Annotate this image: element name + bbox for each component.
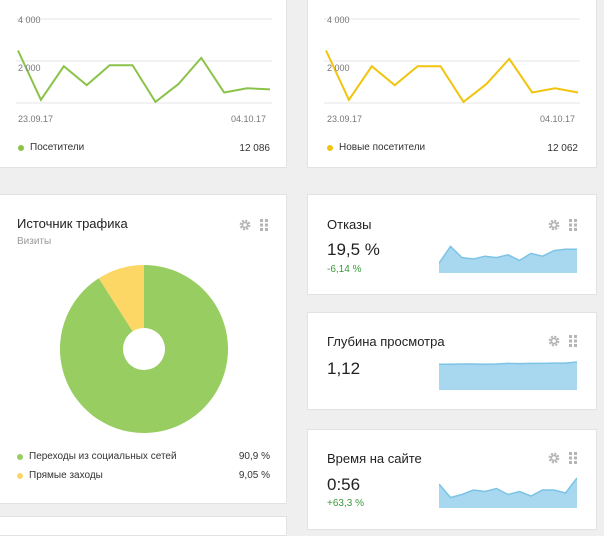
time-delta: +63,3 % — [327, 498, 364, 509]
traffic-source-pie — [59, 264, 229, 434]
legend-visitors[interactable]: Посетители — [18, 142, 84, 153]
drag-handle-icon[interactable] — [566, 451, 580, 465]
new-visitors-chart — [324, 13, 580, 109]
sparkline-area — [439, 478, 577, 508]
time-sparkline — [439, 476, 577, 508]
legend-value: 12 086 — [200, 143, 270, 154]
drag-handle-icon[interactable] — [257, 218, 271, 232]
x-end-label: 04.10.17 — [231, 114, 266, 124]
gear-icon[interactable] — [547, 334, 561, 348]
x-end-label: 04.10.17 — [540, 114, 575, 124]
x-start-label: 23.09.17 — [327, 114, 362, 124]
new-visitors-card: 4 000 2 000 23.09.17 04.10.17 Новые посе… — [307, 0, 597, 168]
legend-dot — [17, 454, 23, 460]
bounce-title: Отказы — [327, 217, 371, 232]
legend-label: Новые посетители — [339, 142, 425, 153]
series-line — [18, 51, 270, 102]
legend-label: Переходы из социальных сетей — [29, 451, 177, 462]
legend-new-visitors[interactable]: Новые посетители — [327, 142, 425, 153]
bounce-value: 19,5 % — [327, 240, 380, 260]
legend-dot — [327, 145, 333, 151]
depth-value: 1,12 — [327, 359, 360, 379]
y-tick-4000: 4 000 — [18, 15, 41, 25]
bounce-delta: -6,14 % — [327, 264, 361, 275]
depth-title: Глубина просмотра — [327, 334, 445, 349]
gear-icon[interactable] — [547, 451, 561, 465]
gear-icon[interactable] — [238, 218, 252, 232]
legend-value: 9,05 % — [200, 470, 270, 481]
time-value: 0:56 — [327, 475, 360, 495]
visitors-chart — [16, 13, 272, 109]
y-tick-4000: 4 000 — [327, 15, 350, 25]
depth-sparkline — [439, 360, 577, 390]
y-tick-2000: 2 000 — [327, 63, 350, 73]
traffic-source-subtitle: Визиты — [17, 236, 51, 247]
legend-dot — [18, 145, 24, 151]
next-card-partial — [0, 516, 287, 536]
traffic-source-card: Источник трафика Визиты Переходы из соци… — [0, 194, 287, 504]
time-title: Время на сайте — [327, 451, 422, 466]
gear-icon[interactable] — [547, 218, 561, 232]
legend-direct[interactable]: Прямые заходы — [17, 470, 103, 481]
depth-card: Глубина просмотра 1,12 — [307, 312, 597, 410]
bounce-card: Отказы 19,5 % -6,14 % — [307, 194, 597, 295]
legend-label: Посетители — [30, 142, 84, 153]
drag-handle-icon[interactable] — [566, 218, 580, 232]
traffic-source-title: Источник трафика — [17, 216, 128, 231]
x-start-label: 23.09.17 — [18, 114, 53, 124]
legend-dot — [17, 473, 23, 479]
visitors-card: 4 000 2 000 23.09.17 04.10.17 Посетители… — [0, 0, 287, 168]
series-line — [326, 51, 578, 102]
bounce-sparkline — [439, 243, 577, 273]
legend-value: 90,9 % — [200, 451, 270, 462]
drag-handle-icon[interactable] — [566, 334, 580, 348]
legend-label: Прямые заходы — [29, 470, 103, 481]
legend-social[interactable]: Переходы из социальных сетей — [17, 451, 177, 462]
y-tick-2000: 2 000 — [18, 63, 41, 73]
legend-value: 12 062 — [508, 143, 578, 154]
sparkline-area — [439, 362, 577, 390]
time-card: Время на сайте 0:56 +63,3 % — [307, 429, 597, 530]
